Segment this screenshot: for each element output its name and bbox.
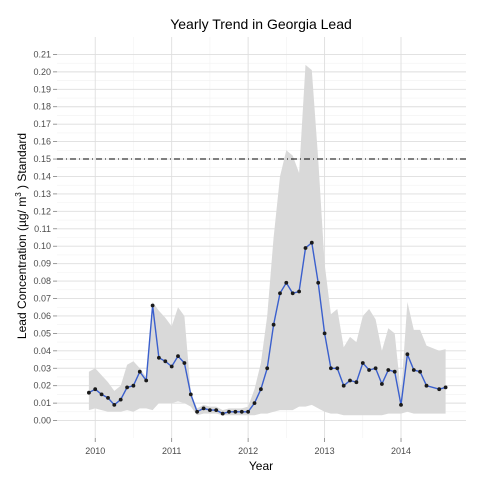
data-point — [137, 369, 142, 374]
data-point — [341, 383, 346, 388]
y-tick-label: 0.03 — [33, 363, 51, 373]
y-tick-label: 0.12 — [33, 206, 51, 216]
data-point — [93, 387, 98, 392]
series-line-layer — [88, 241, 446, 415]
data-point — [360, 361, 365, 365]
data-point — [424, 383, 429, 388]
data-point — [201, 406, 206, 411]
x-tick-label: 2014 — [391, 446, 411, 456]
data-point — [348, 378, 352, 383]
data-point — [246, 409, 251, 414]
y-tick-label: 0.18 — [33, 102, 51, 112]
y-tick-label: 0.15 — [33, 154, 51, 164]
data-point — [182, 361, 187, 365]
data-point — [188, 392, 193, 397]
data-point — [169, 364, 174, 369]
data-point — [405, 352, 410, 357]
series-line — [88, 241, 446, 415]
data-point — [418, 369, 422, 374]
data-point — [150, 303, 155, 308]
data-point — [335, 366, 340, 371]
data-point — [329, 366, 333, 371]
data-point — [278, 291, 282, 296]
y-axis: 0.00 0.01 0.02 0.03 0.04 0.05 0.06 0.07 0.08 0.09… — [33, 49, 57, 426]
data-point — [271, 322, 276, 327]
data-point — [437, 387, 442, 392]
data-point — [227, 409, 231, 414]
data-point — [309, 240, 314, 245]
y-tick-label: 0.21 — [33, 49, 51, 59]
data-point — [112, 403, 117, 407]
data-point — [87, 390, 91, 395]
data-point — [259, 387, 263, 392]
data-point — [220, 411, 225, 416]
data-point — [367, 368, 371, 372]
chart-title: Yearly Trend in Georgia Lead — [170, 16, 352, 32]
data-point — [125, 385, 129, 390]
data-point — [380, 382, 384, 386]
data-point — [144, 378, 149, 383]
y-tick-label: 0.06 — [33, 311, 51, 321]
x-tick-label: 2010 — [85, 446, 105, 456]
y-tick-label: 0.01 — [33, 398, 51, 408]
data-point — [399, 403, 403, 407]
data-point — [265, 366, 270, 371]
data-point — [316, 280, 321, 285]
data-point — [214, 408, 219, 412]
y-tick-label: 0.07 — [33, 294, 51, 304]
data-point — [392, 369, 397, 374]
y-tick-label: 0.16 — [33, 137, 51, 147]
x-tick-label: 2012 — [238, 446, 258, 456]
data-point — [233, 409, 238, 414]
x-axis: 2010 2011 2012 2013 2014 — [85, 438, 411, 456]
y-tick-label: 0.00 — [33, 416, 51, 426]
data-point — [106, 396, 110, 400]
data-point — [252, 401, 257, 405]
data-point — [208, 408, 212, 412]
x-tick-label: 2011 — [162, 446, 181, 456]
y-tick-label: 0.02 — [33, 381, 51, 391]
data-point — [322, 331, 327, 336]
data-point — [176, 354, 180, 358]
y-tick-label: 0.19 — [33, 84, 51, 94]
y-tick-label: 0.11 — [34, 224, 51, 234]
y-tick-label: 0.14 — [33, 171, 51, 181]
data-point — [118, 397, 123, 402]
data-point — [131, 383, 136, 388]
y-tick-label: 0.10 — [33, 241, 51, 251]
y-tick-label: 0.17 — [33, 119, 51, 129]
data-point — [303, 246, 308, 250]
y-tick-label: 0.04 — [33, 346, 51, 356]
y-tick-label: 0.20 — [33, 67, 51, 77]
data-point — [354, 380, 359, 385]
y-tick-label: 0.09 — [33, 259, 51, 269]
x-tick-label: 2013 — [315, 446, 335, 456]
data-point — [195, 409, 200, 414]
data-point — [411, 368, 416, 372]
data-point — [163, 359, 168, 364]
data-points — [87, 240, 448, 416]
x-axis-label: Year — [249, 459, 273, 473]
range-band — [88, 64, 446, 416]
data-point — [386, 368, 391, 372]
y-axis-label: Lead Concentration (µg/ m3 ) Standard — [14, 133, 29, 339]
data-point — [239, 409, 244, 414]
y-tick-label: 0.05 — [33, 328, 51, 338]
data-point — [443, 385, 448, 390]
data-point — [373, 366, 378, 371]
data-point — [297, 289, 301, 294]
data-point — [290, 291, 295, 296]
range-band-area — [88, 64, 446, 416]
y-tick-label: 0.08 — [33, 276, 51, 286]
data-point — [284, 280, 289, 285]
data-point — [99, 392, 104, 397]
data-point — [157, 355, 161, 360]
y-tick-label: 0.13 — [33, 189, 51, 199]
